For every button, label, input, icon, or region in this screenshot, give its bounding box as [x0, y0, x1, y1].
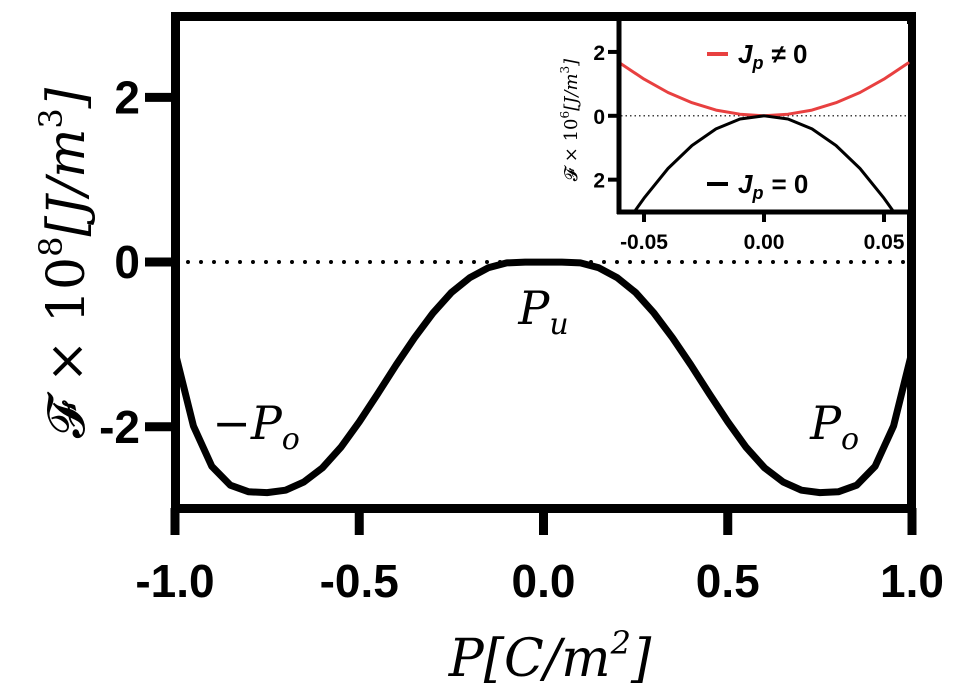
- main-annotation-1: Pu: [517, 281, 568, 342]
- inset-y-tick-label-2: 2: [593, 42, 605, 65]
- main-x-tick-label-3: 0.5: [696, 555, 760, 607]
- main-annotation-0-sub: o: [282, 422, 300, 457]
- main-y-axis-label-mid: [J/m: [37, 129, 97, 237]
- main-annotation-0: −Po: [212, 396, 300, 457]
- main-y-tick-label-2: 2: [114, 71, 140, 123]
- main-x-tick-label-4: 1.0: [880, 555, 944, 607]
- main-y-axis-label-sup2: 3: [32, 108, 70, 128]
- inset-y-tick-label-0: 2: [593, 170, 605, 193]
- inset-legend-label-0-rel: ≠ 0: [771, 39, 807, 69]
- inset-y-axis: 2 0 2: [593, 42, 619, 193]
- inset-x-axis: -0.05 0.00 0.05: [620, 212, 905, 254]
- main-x-axis-label-sup: 2: [610, 624, 631, 662]
- inset-x-tick-label-1: 0.00: [744, 231, 785, 254]
- main-series-group: [171, 258, 916, 497]
- main-annotation-2: Po: [809, 396, 859, 457]
- inset-y-axis-label-sup2: 3: [558, 66, 572, 74]
- main-y-axis-label-sup: 8: [32, 237, 70, 257]
- inset-legend-label-1: Jp = 0: [738, 169, 808, 203]
- main-x-axis-label-base: P[C/m: [448, 629, 611, 689]
- main-x-tick-label-2: 0.0: [512, 555, 576, 607]
- inset-y-axis-label: 𝓕 × 106[J/m3]: [558, 58, 582, 181]
- main-y-axis-label: 𝓕 × 108[J/m3]: [32, 87, 97, 438]
- inset-legend-label-0-base: J: [738, 39, 753, 69]
- main-annotation-0-base: −P: [212, 396, 283, 450]
- main-y-tick-label-0: -2: [99, 401, 140, 453]
- main-annotation-2-base: P: [809, 396, 842, 450]
- main-series-line-0: [171, 258, 916, 497]
- main-y-axis-label-end: ]: [37, 87, 97, 109]
- inset-legend-label-1-base: J: [738, 169, 753, 199]
- main-x-axis-label: P[C/m2]: [448, 624, 652, 689]
- inset-y-axis-label-end: ]: [561, 58, 582, 67]
- inset-x-tick-label-2: 0.05: [864, 231, 905, 254]
- main-x-axis: -1.0 -0.5 0.0 0.5 1.0: [135, 508, 944, 607]
- main-annotation-1-sub: u: [549, 307, 568, 342]
- inset-legend-label-1-rel: = 0: [771, 169, 808, 199]
- inset-y-axis-label-pre: 𝓕 × 10: [561, 118, 582, 181]
- main-annotation-2-sub: o: [841, 422, 859, 457]
- inset-legend: Jp ≠ 0 Jp = 0: [707, 39, 808, 203]
- main-y-tick-label-1: 0: [114, 236, 140, 288]
- inset-y-axis-label-sup: 6: [558, 111, 572, 119]
- main-x-axis-label-end: ]: [630, 629, 652, 689]
- inset-y-axis-label-mid: [J/m: [561, 73, 582, 110]
- main-y-axis: -2 0 2: [99, 71, 175, 453]
- inset-series-group: [618, 61, 910, 212]
- main-x-tick-label-1: -0.5: [320, 555, 399, 607]
- main-y-axis-label-pre: 𝓕 × 10: [37, 257, 97, 438]
- main-annotation-1-base: P: [517, 281, 550, 335]
- inset-y-tick-label-1: 0: [593, 106, 605, 129]
- inset-legend-label-1-sub: p: [751, 183, 763, 203]
- inset-x-tick-label-0: -0.05: [620, 231, 668, 254]
- inset-legend-label-0: Jp ≠ 0: [738, 39, 807, 73]
- main-x-tick-label-0: -1.0: [135, 555, 214, 607]
- inset-chart: -0.05 0.00 0.05 2 0 2 Jp ≠ 0 Jp = 0 𝓕 × 106[J/m…: [558, 18, 910, 254]
- inset-legend-label-0-sub: p: [751, 53, 763, 73]
- inset-background: [619, 24, 908, 212]
- inset-series-line-1: [634, 114, 894, 212]
